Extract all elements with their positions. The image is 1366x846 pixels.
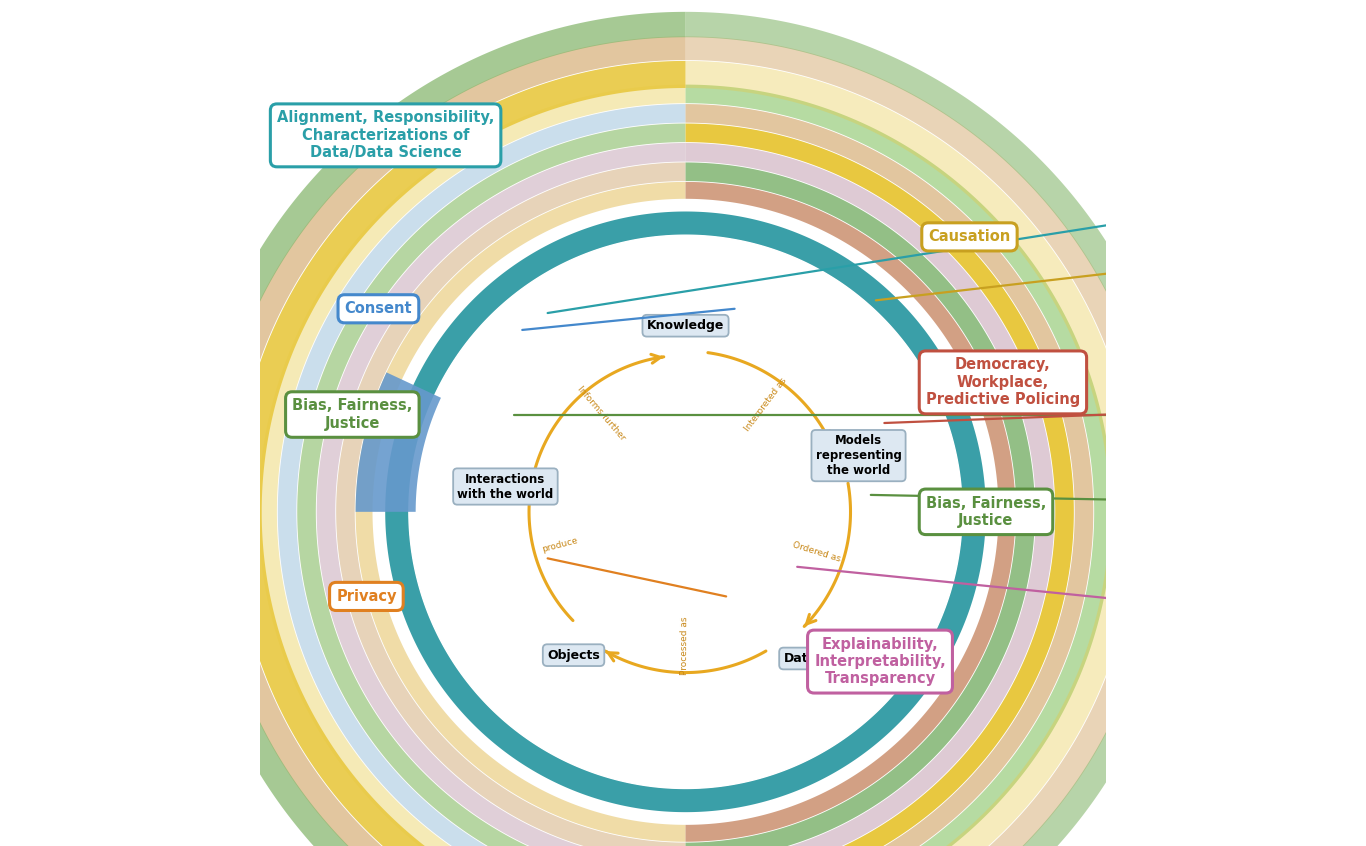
Polygon shape — [686, 182, 1015, 842]
Polygon shape — [686, 124, 1074, 846]
Polygon shape — [686, 104, 1093, 846]
Text: Alignment, Responsibility,
Characterizations of
Data/Data Science: Alignment, Responsibility, Characterizat… — [277, 111, 494, 160]
Text: Bias, Fairness,
Justice: Bias, Fairness, Justice — [926, 496, 1046, 528]
Text: produce: produce — [541, 536, 579, 554]
Polygon shape — [235, 61, 686, 846]
Polygon shape — [408, 235, 962, 788]
Text: Causation: Causation — [929, 229, 1011, 244]
Polygon shape — [258, 85, 686, 846]
Polygon shape — [686, 85, 1113, 846]
Polygon shape — [686, 162, 1035, 846]
Text: Processed as: Processed as — [680, 616, 690, 674]
Polygon shape — [355, 372, 441, 512]
Text: Consent: Consent — [344, 301, 413, 316]
Polygon shape — [317, 143, 686, 846]
Polygon shape — [186, 12, 686, 846]
Text: Knowledge: Knowledge — [647, 319, 724, 332]
Text: Explainability,
Interpretability,
Transparency: Explainability, Interpretability, Transp… — [814, 637, 945, 686]
Polygon shape — [686, 143, 1055, 846]
Polygon shape — [686, 12, 1186, 846]
Text: Interpreted as: Interpreted as — [743, 376, 788, 433]
Text: Interactions
with the world: Interactions with the world — [458, 473, 553, 501]
Text: Informs further: Informs further — [575, 384, 627, 442]
Polygon shape — [210, 36, 686, 846]
Text: Data: Data — [784, 652, 817, 665]
Polygon shape — [385, 212, 986, 812]
Polygon shape — [298, 124, 686, 846]
Text: Privacy: Privacy — [336, 589, 396, 604]
Text: Democracy,
Workplace,
Predictive Policing: Democracy, Workplace, Predictive Policin… — [926, 358, 1081, 407]
Text: Objects: Objects — [548, 649, 600, 662]
Text: Bias, Fairness,
Justice: Bias, Fairness, Justice — [292, 398, 413, 431]
Text: Models
representing
the world: Models representing the world — [816, 434, 902, 477]
Polygon shape — [277, 104, 686, 846]
Polygon shape — [355, 182, 686, 842]
Polygon shape — [336, 162, 686, 846]
Polygon shape — [686, 36, 1161, 846]
Polygon shape — [686, 61, 1137, 846]
Text: Ordered as: Ordered as — [791, 541, 841, 564]
